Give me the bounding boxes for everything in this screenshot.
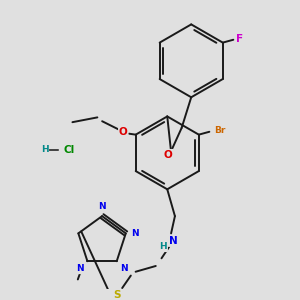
Text: O: O xyxy=(119,127,128,137)
Text: Br: Br xyxy=(214,126,226,135)
Text: N: N xyxy=(121,264,128,273)
Text: N: N xyxy=(131,229,139,238)
Text: F: F xyxy=(236,34,244,44)
Text: N: N xyxy=(169,236,177,246)
Text: N: N xyxy=(98,202,106,211)
Text: N: N xyxy=(76,264,84,273)
Text: S: S xyxy=(114,290,121,300)
Text: O: O xyxy=(164,150,172,160)
Text: Cl: Cl xyxy=(64,145,75,155)
Text: H: H xyxy=(41,146,48,154)
Text: H: H xyxy=(160,242,167,251)
